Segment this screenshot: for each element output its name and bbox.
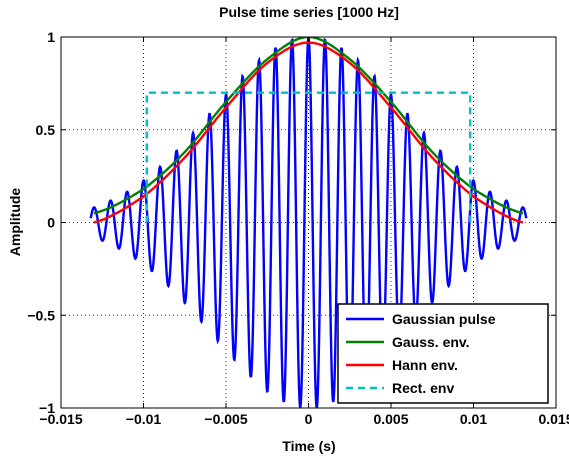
x-tick-label: −0.015 (39, 411, 82, 427)
series-line-hann-env (93, 41, 524, 224)
legend-label: Hann env. (392, 357, 458, 373)
x-axis: −0.015 −0.01 −0.005 0 0.005 0.01 0.015 (39, 37, 569, 427)
series-line-gauss-env (93, 37, 524, 215)
legend-label: Rect. env (392, 380, 454, 396)
legend-label: Gaussian pulse (392, 311, 496, 327)
y-tick-label: −1 (39, 400, 55, 416)
legend: Gaussian pulse Gauss. env. Hann env. Rect. … (337, 303, 549, 404)
series-line-rect-env (145, 91, 472, 223)
legend-label: Gauss. env. (392, 334, 470, 350)
x-axis-title: Time (s) (282, 438, 335, 454)
y-tick-label: −0.5 (27, 307, 55, 323)
series-layer (89, 37, 528, 408)
x-tick-label: −0.005 (204, 411, 247, 427)
x-tick-label: 0.005 (373, 411, 408, 427)
y-axis: −1 −0.5 0 0.5 1 (27, 29, 556, 416)
y-tick-label: 0.5 (36, 122, 56, 138)
x-tick-label: 0 (305, 411, 313, 427)
y-tick-label: 1 (47, 29, 55, 45)
x-tick-label: 0.015 (538, 411, 569, 427)
series-line-gaussian-pulse (89, 37, 528, 408)
chart-title: Pulse time series [1000 Hz] (219, 4, 399, 20)
y-tick-label: 0 (47, 215, 55, 231)
legend-box (337, 303, 549, 404)
x-tick-label: 0.01 (460, 411, 487, 427)
y-axis-title: Amplitude (7, 188, 23, 257)
x-tick-label: −0.01 (126, 411, 162, 427)
